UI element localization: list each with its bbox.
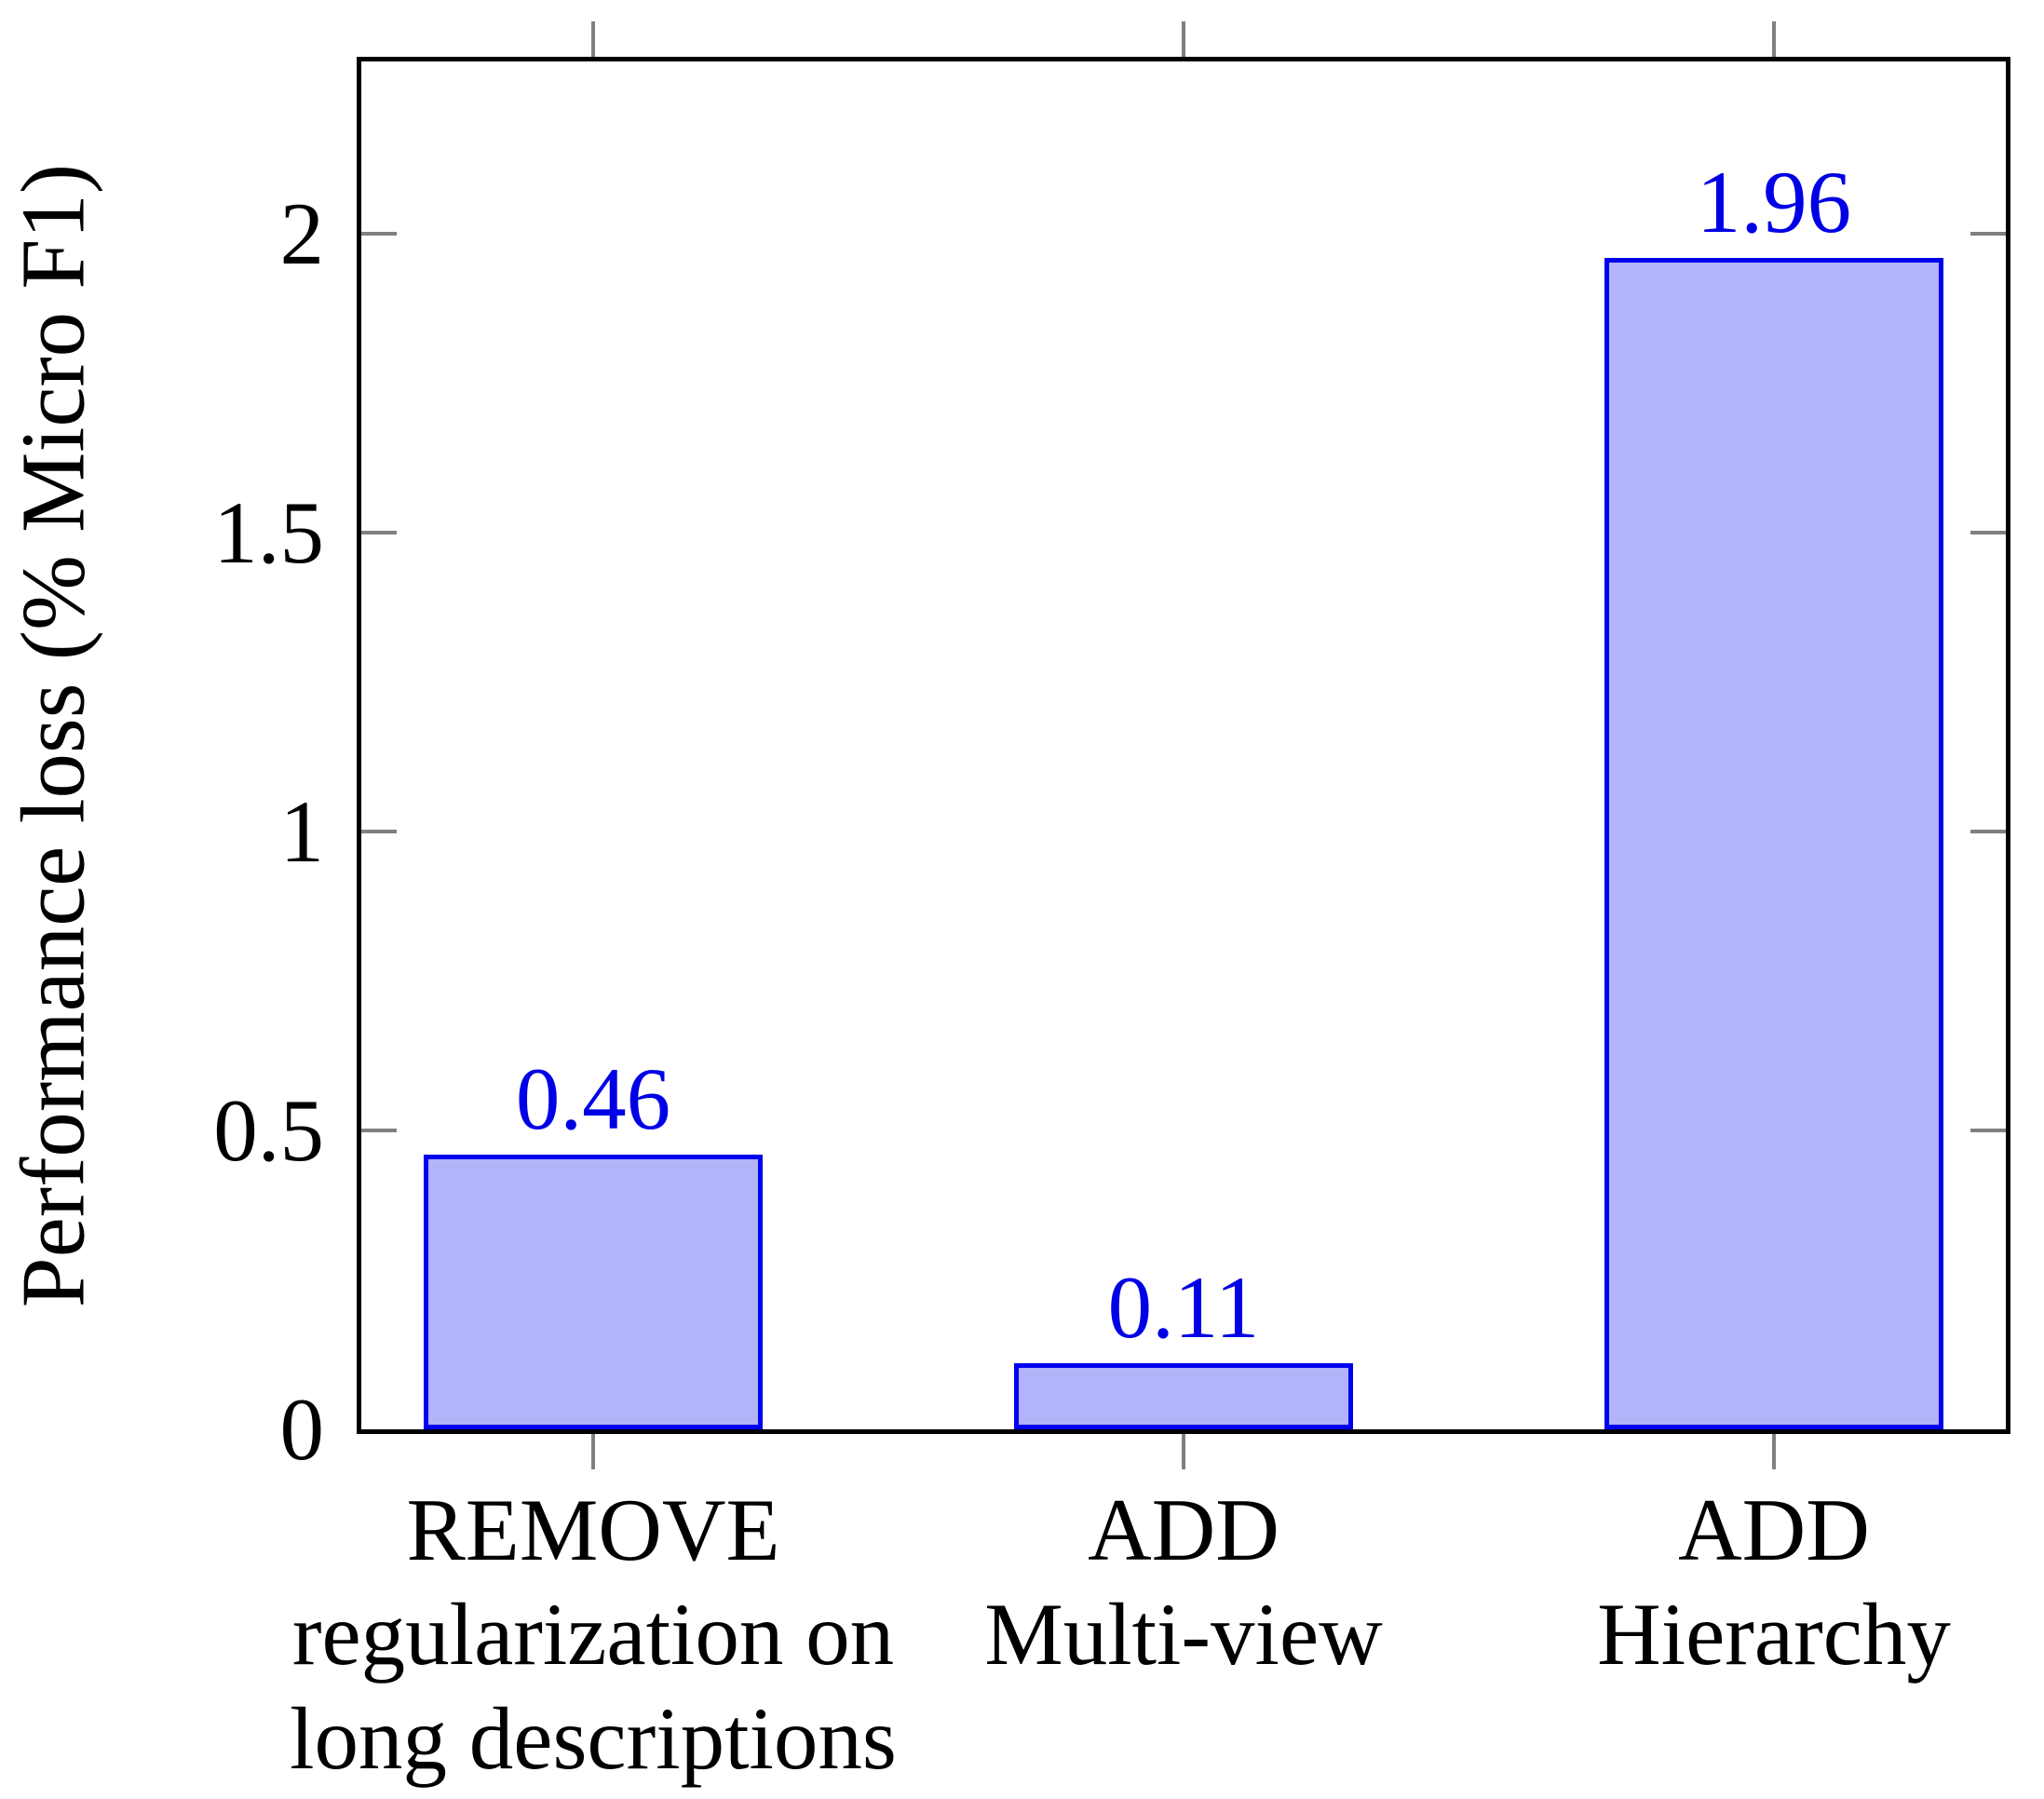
y-tick-left bbox=[361, 232, 397, 236]
x-tick-bottom bbox=[591, 1434, 595, 1469]
y-tick-right bbox=[1970, 531, 2006, 534]
y-tick-label: 0 bbox=[279, 1380, 325, 1479]
y-tick-right bbox=[1970, 830, 2006, 833]
bar-value-label: 0.11 bbox=[1107, 1258, 1260, 1357]
y-tick-label: 2 bbox=[279, 184, 325, 283]
x-category-label-line: regularization on bbox=[291, 1585, 895, 1684]
x-category-label-line: ADD bbox=[1678, 1481, 1870, 1579]
plot-area bbox=[357, 57, 2010, 1434]
x-category-label-line: ADD bbox=[1088, 1481, 1279, 1579]
x-tick-top bbox=[591, 21, 595, 57]
y-tick-label: 1 bbox=[279, 782, 325, 881]
bar bbox=[1014, 1363, 1353, 1429]
x-category-label: REMOVE regularization on long descriptions bbox=[290, 1478, 897, 1791]
x-category-label-line: Hierarchy bbox=[1597, 1585, 1951, 1684]
x-category-label: ADD Hierarchy bbox=[1597, 1478, 1951, 1686]
x-tick-top bbox=[1772, 21, 1776, 57]
bar-value-label: 0.46 bbox=[515, 1049, 671, 1148]
bar bbox=[424, 1155, 763, 1429]
y-tick-right bbox=[1970, 1129, 2006, 1132]
x-category-label: ADD Multi-view bbox=[984, 1478, 1382, 1686]
y-tick-right bbox=[1970, 232, 2006, 236]
y-tick-left bbox=[361, 1129, 397, 1132]
x-category-label-line: REMOVE bbox=[406, 1481, 780, 1579]
bar-value-label: 1.96 bbox=[1696, 153, 1852, 251]
y-tick-left bbox=[361, 531, 397, 534]
x-category-label-line: Multi-view bbox=[984, 1585, 1383, 1684]
bar bbox=[1604, 258, 1943, 1429]
x-tick-top bbox=[1182, 21, 1185, 57]
x-category-label-line: long descriptions bbox=[290, 1689, 897, 1788]
y-tick-left bbox=[361, 830, 397, 833]
x-tick-bottom bbox=[1182, 1434, 1185, 1469]
y-tick-label: 1.5 bbox=[213, 483, 324, 582]
x-tick-bottom bbox=[1772, 1434, 1776, 1469]
y-tick-label: 0.5 bbox=[213, 1081, 324, 1180]
